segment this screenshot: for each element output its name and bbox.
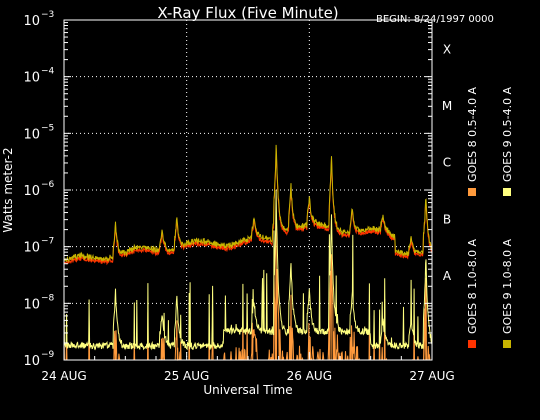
y-tick-label: 10 bbox=[23, 14, 40, 29]
y-tick-label: 10 bbox=[23, 71, 40, 86]
begin-date-label: BEGIN: 8/24/1997 0000 bbox=[376, 14, 494, 25]
legend-swatch bbox=[468, 188, 476, 196]
legend-label: GOES 8 1.0-8.0 A bbox=[466, 238, 479, 334]
series-line bbox=[63, 189, 433, 351]
y-tick-exponent: −3 bbox=[41, 10, 54, 20]
x-tick-label: 24 AUG bbox=[41, 369, 86, 383]
flare-class-b: B bbox=[443, 212, 451, 226]
y-tick-label: 10 bbox=[23, 297, 40, 312]
y-tick-label: 10 bbox=[23, 184, 40, 199]
x-axis-label: Universal Time bbox=[203, 383, 292, 397]
legend-label: GOES 9 0.5-4.0 A bbox=[501, 86, 514, 182]
y-tick-exponent: −6 bbox=[41, 180, 55, 190]
flare-class-a: A bbox=[443, 269, 452, 283]
x-axis-ticks: 24 AUG 25 AUG 26 AUG 27 AUG bbox=[41, 352, 455, 383]
y-tick-label: 10 bbox=[23, 241, 40, 256]
y-tick-exponent: −7 bbox=[41, 237, 54, 247]
legend-label: GOES 8 0.5-4.0 A bbox=[466, 86, 479, 182]
y-axis-label: Watts meter-2 bbox=[1, 147, 15, 232]
y-tick-exponent: −8 bbox=[41, 293, 55, 303]
y-tick-label: 10 bbox=[23, 354, 40, 369]
chart-title: X-Ray Flux (Five Minute) bbox=[157, 4, 338, 22]
legend-swatch bbox=[503, 340, 511, 348]
grid-lines bbox=[64, 20, 432, 360]
flare-class-x: X bbox=[443, 42, 451, 56]
legend: GOES 8 1.0-8.0 A GOES 8 0.5-4.0 A GOES 9 1… bbox=[466, 86, 514, 348]
series-line bbox=[63, 144, 433, 264]
x-tick-label: 26 AUG bbox=[287, 369, 332, 383]
flare-class-c: C bbox=[443, 156, 451, 170]
y-tick-exponent: −9 bbox=[41, 350, 55, 360]
legend-swatch bbox=[503, 188, 511, 196]
flare-class-labels: X M C B A bbox=[442, 42, 452, 283]
y-axis-ticks: 10−910−810−710−610−510−410−3 bbox=[23, 10, 432, 369]
y-tick-label: 10 bbox=[23, 127, 40, 142]
y-tick-exponent: −4 bbox=[41, 67, 55, 77]
flare-class-m: M bbox=[442, 99, 452, 113]
y-tick-exponent: −5 bbox=[41, 123, 54, 133]
x-tick-label: 25 AUG bbox=[164, 369, 209, 383]
legend-label: GOES 9 1.0-8.0 A bbox=[501, 238, 514, 334]
legend-swatch bbox=[468, 340, 476, 348]
x-tick-label: 27 AUG bbox=[409, 369, 454, 383]
